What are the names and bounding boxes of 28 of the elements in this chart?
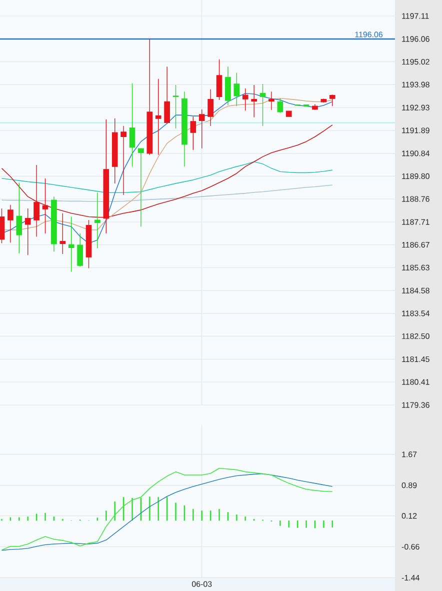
- candlestick: [42, 178, 48, 234]
- candlestick: [329, 94, 336, 106]
- candlestick: [24, 208, 31, 256]
- candlestick: [129, 82, 136, 167]
- candlestick: [260, 84, 266, 126]
- candlestick: [94, 192, 100, 249]
- candlestick: [172, 84, 179, 129]
- candlestick: [242, 88, 248, 112]
- candlestick: [8, 204, 14, 243]
- candlestick: [0, 208, 5, 244]
- candlestick: [198, 109, 205, 149]
- candlestick: [34, 164, 40, 238]
- candlestick: [16, 182, 22, 254]
- candlestick: [155, 78, 162, 156]
- candlestick: [216, 59, 222, 100]
- candlestick: [68, 216, 74, 272]
- candlestick: [120, 126, 126, 196]
- candlestick: [277, 98, 284, 113]
- candlestick: [234, 72, 240, 106]
- candlestick: [208, 89, 214, 126]
- candlestick: [164, 66, 170, 124]
- candlestick: [268, 91, 274, 110]
- candlestick: [225, 66, 231, 106]
- candlestick: [77, 233, 83, 268]
- candlestick: [60, 212, 66, 254]
- candlestick: [190, 116, 196, 150]
- candlestick: [138, 148, 144, 227]
- candlestick: [251, 84, 257, 118]
